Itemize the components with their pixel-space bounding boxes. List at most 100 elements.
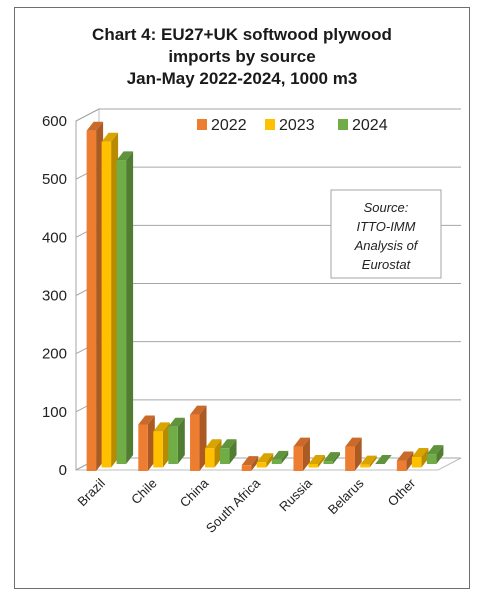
legend: 2022 2023 2024 (197, 117, 388, 134)
bar-front (293, 446, 303, 471)
bar-front (205, 448, 215, 468)
bar-top (323, 452, 340, 462)
bars (86, 121, 444, 471)
bar-south-africa-2024 (271, 450, 289, 464)
y-tick-label: 0 (59, 462, 67, 479)
bar-front (426, 454, 437, 464)
bar-top (396, 451, 414, 461)
bar-side (436, 445, 444, 464)
y-tick-label: 300 (42, 288, 67, 305)
bar-side (199, 405, 207, 471)
legend-swatch (265, 119, 275, 130)
bar-chile-2023 (153, 422, 170, 468)
gridline (75, 108, 461, 122)
bar-side (354, 437, 362, 471)
bar-side (332, 452, 340, 464)
bar-other-2023 (411, 448, 429, 468)
bar-top (101, 132, 119, 142)
bar-top (411, 448, 429, 458)
legend-label: 2022 (211, 117, 247, 134)
bar-china-2024 (220, 439, 237, 464)
bar-side (266, 453, 274, 468)
chart-title: Chart 4: EU27+UK softwood plywood import… (0, 24, 484, 90)
bar-other-2022 (396, 451, 414, 471)
bar-side (229, 439, 237, 464)
bar-side (126, 151, 134, 464)
bar-front (138, 424, 148, 471)
bar-russia-2023 (308, 455, 325, 468)
bar-front (101, 141, 112, 468)
bar-top (308, 455, 325, 465)
bar-russia-2022 (293, 437, 310, 471)
bar-front (256, 462, 267, 468)
bar-brazil-2023 (101, 132, 119, 468)
bar-top (241, 456, 259, 466)
bar-side (281, 450, 289, 464)
bar-top (360, 455, 377, 465)
bar-side (317, 455, 325, 468)
y-tick-label: 200 (42, 346, 67, 363)
source-line: Eurostat (362, 257, 412, 272)
bar-top (116, 151, 134, 161)
bar-front (190, 414, 200, 471)
bar-front (308, 464, 318, 468)
bar-belarus-2023 (360, 455, 377, 468)
bar-top (220, 439, 237, 449)
bar-side (162, 422, 170, 468)
bar-chile-2024 (168, 417, 185, 464)
bar-other-2024 (426, 445, 444, 464)
source-line: Analysis of (354, 238, 419, 253)
source-note: Source: ITTO-IMM Analysis of Eurostat (330, 189, 442, 279)
x-tick-label: Belarus (325, 475, 367, 517)
legend-label: 2024 (352, 117, 388, 134)
bar-china-2023 (205, 439, 222, 468)
x-tick-label: Brazil (74, 475, 108, 509)
bar-top (345, 437, 362, 447)
bar-side (369, 455, 377, 468)
source-line: ITTO-IMM (357, 219, 416, 234)
x-tick-label: Other (385, 475, 419, 509)
bar-side (111, 132, 119, 468)
y-tick-label: 400 (42, 229, 67, 246)
bar-side (406, 451, 414, 471)
source-box (330, 189, 442, 279)
bar-front (220, 448, 230, 464)
bar-russia-2024 (323, 452, 340, 464)
legend-label: 2023 (279, 117, 315, 134)
bar-front (411, 457, 422, 468)
bar-side (96, 121, 104, 471)
chart-title-line-1: Chart 4: EU27+UK softwood plywood (92, 25, 392, 44)
bar-front (396, 460, 407, 471)
bar-front (168, 426, 178, 464)
bar-top (168, 417, 185, 427)
bar-front (116, 160, 127, 464)
bar-side (421, 448, 429, 468)
x-tick-label: Chile (128, 476, 160, 508)
y-tick-label: 500 (42, 171, 67, 188)
bar-china-2022 (190, 405, 207, 471)
bar-belarus-2024 (375, 455, 392, 464)
x-tick-label: South Africa (203, 475, 264, 536)
bar-top (271, 450, 289, 460)
bar-top (153, 422, 170, 432)
bar-top (256, 453, 274, 463)
bar-side (147, 415, 155, 471)
bar-top (190, 405, 207, 415)
x-tick-label: Russia (276, 475, 315, 514)
bar-brazil-2022 (86, 121, 104, 471)
bar-top (375, 455, 392, 464)
legend-item-2024: 2024 (338, 117, 388, 134)
bar-south-africa-2023 (256, 453, 274, 468)
legend-item-2022: 2022 (197, 117, 247, 134)
legend-swatch (338, 119, 348, 130)
bar-front (323, 461, 333, 464)
source-line: Source: (364, 200, 409, 215)
bar-chile-2022 (138, 415, 155, 471)
bar-front (153, 431, 163, 468)
chart-title-line-3: Jan-May 2022-2024, 1000 m3 (126, 69, 358, 88)
plot-walls (75, 108, 462, 471)
bar-top (138, 415, 155, 425)
bar-side (251, 456, 259, 471)
legend-swatch (197, 119, 207, 130)
